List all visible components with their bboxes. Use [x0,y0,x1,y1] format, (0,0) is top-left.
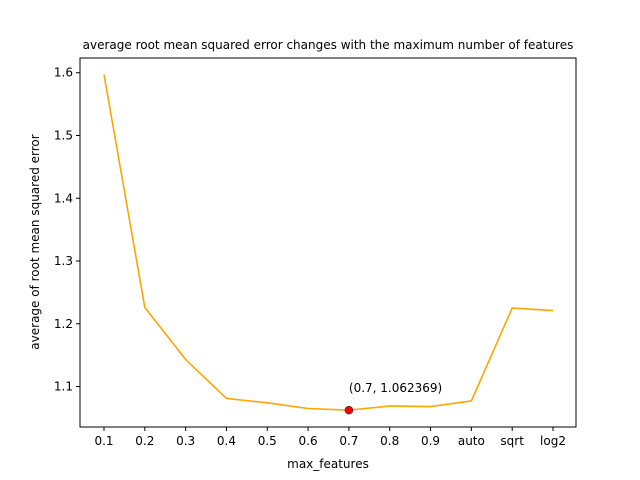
x-tick-label: 0.8 [380,434,399,448]
series-line [103,74,554,411]
y-axis: 1.1 1.2 1.3 1.4 1.5 1.6 [54,66,80,394]
y-tick-label: 1.2 [54,317,73,331]
highlight-layer: (0.7, 1.062369) [344,381,442,415]
x-tick-label: 0.7 [339,434,358,448]
x-axis: 0.1 0.2 0.3 0.4 0.5 0.6 0.7 0.8 0.9 auto sqrt log2 [94,427,566,448]
series-layer [103,74,554,411]
y-tick-label: 1.1 [54,380,73,394]
plot-frame [79,57,577,428]
y-tick-label: 1.4 [54,191,73,205]
plot-area [79,57,577,428]
x-tick-label: 0.6 [299,434,318,448]
x-tick-label: 0.9 [421,434,440,448]
x-tick-label: auto [458,434,485,448]
x-tick-label: 0.5 [258,434,277,448]
minimum-point-annotation: (0.7, 1.062369) [349,381,442,395]
x-tick-label: 0.3 [176,434,195,448]
x-tick-label: log2 [540,434,566,448]
y-tick-label: 1.3 [54,254,73,268]
y-axis-label: average of root mean squared error [28,134,42,349]
x-tick-label: 0.4 [217,434,236,448]
y-tick-label: 1.6 [54,66,73,80]
minimum-point-marker [344,405,354,415]
x-tick-label: 0.2 [135,434,154,448]
y-tick-label: 1.5 [54,129,73,143]
x-axis-label: max_features [287,457,369,471]
x-tick-label: 0.1 [94,434,113,448]
x-tick-label: sqrt [500,434,524,448]
chart-title: average root mean squared error changes … [83,38,574,52]
